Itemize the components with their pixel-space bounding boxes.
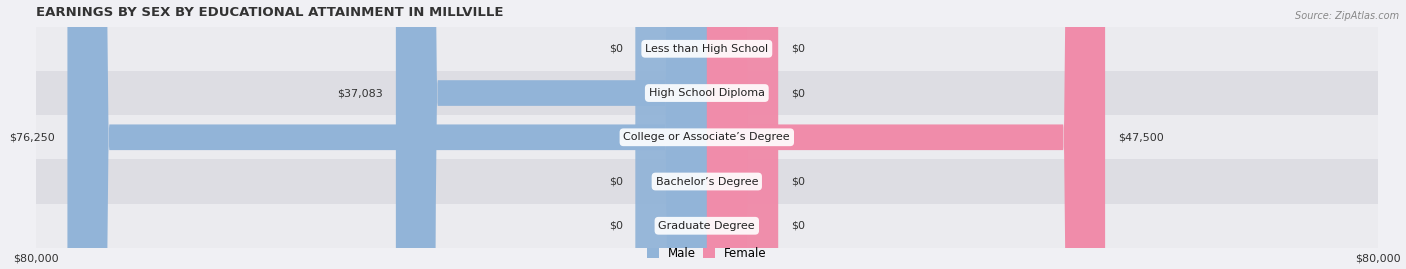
- FancyBboxPatch shape: [396, 0, 707, 269]
- Legend: Male, Female: Male, Female: [647, 247, 766, 260]
- FancyBboxPatch shape: [707, 0, 778, 269]
- Text: Bachelor’s Degree: Bachelor’s Degree: [655, 176, 758, 186]
- FancyBboxPatch shape: [707, 0, 778, 269]
- Text: Graduate Degree: Graduate Degree: [658, 221, 755, 231]
- Bar: [37, 71, 1378, 115]
- Text: Less than High School: Less than High School: [645, 44, 768, 54]
- FancyBboxPatch shape: [707, 0, 778, 269]
- Text: $0: $0: [609, 176, 623, 186]
- FancyBboxPatch shape: [636, 0, 707, 269]
- Text: $0: $0: [790, 221, 804, 231]
- FancyBboxPatch shape: [707, 0, 778, 269]
- Bar: [37, 115, 1378, 160]
- Text: $47,500: $47,500: [1118, 132, 1163, 142]
- FancyBboxPatch shape: [707, 0, 1105, 269]
- Text: $0: $0: [790, 44, 804, 54]
- Bar: [37, 27, 1378, 71]
- Text: $76,250: $76,250: [8, 132, 55, 142]
- FancyBboxPatch shape: [636, 0, 707, 269]
- FancyBboxPatch shape: [636, 0, 707, 269]
- Text: College or Associate’s Degree: College or Associate’s Degree: [623, 132, 790, 142]
- Text: High School Diploma: High School Diploma: [648, 88, 765, 98]
- Text: $0: $0: [609, 221, 623, 231]
- Text: $37,083: $37,083: [337, 88, 384, 98]
- Text: EARNINGS BY SEX BY EDUCATIONAL ATTAINMENT IN MILLVILLE: EARNINGS BY SEX BY EDUCATIONAL ATTAINMEN…: [37, 6, 503, 19]
- Bar: [37, 204, 1378, 248]
- Text: Source: ZipAtlas.com: Source: ZipAtlas.com: [1295, 11, 1399, 21]
- Text: $0: $0: [609, 44, 623, 54]
- Text: $0: $0: [790, 88, 804, 98]
- Bar: [37, 160, 1378, 204]
- FancyBboxPatch shape: [67, 0, 707, 269]
- Text: $0: $0: [790, 176, 804, 186]
